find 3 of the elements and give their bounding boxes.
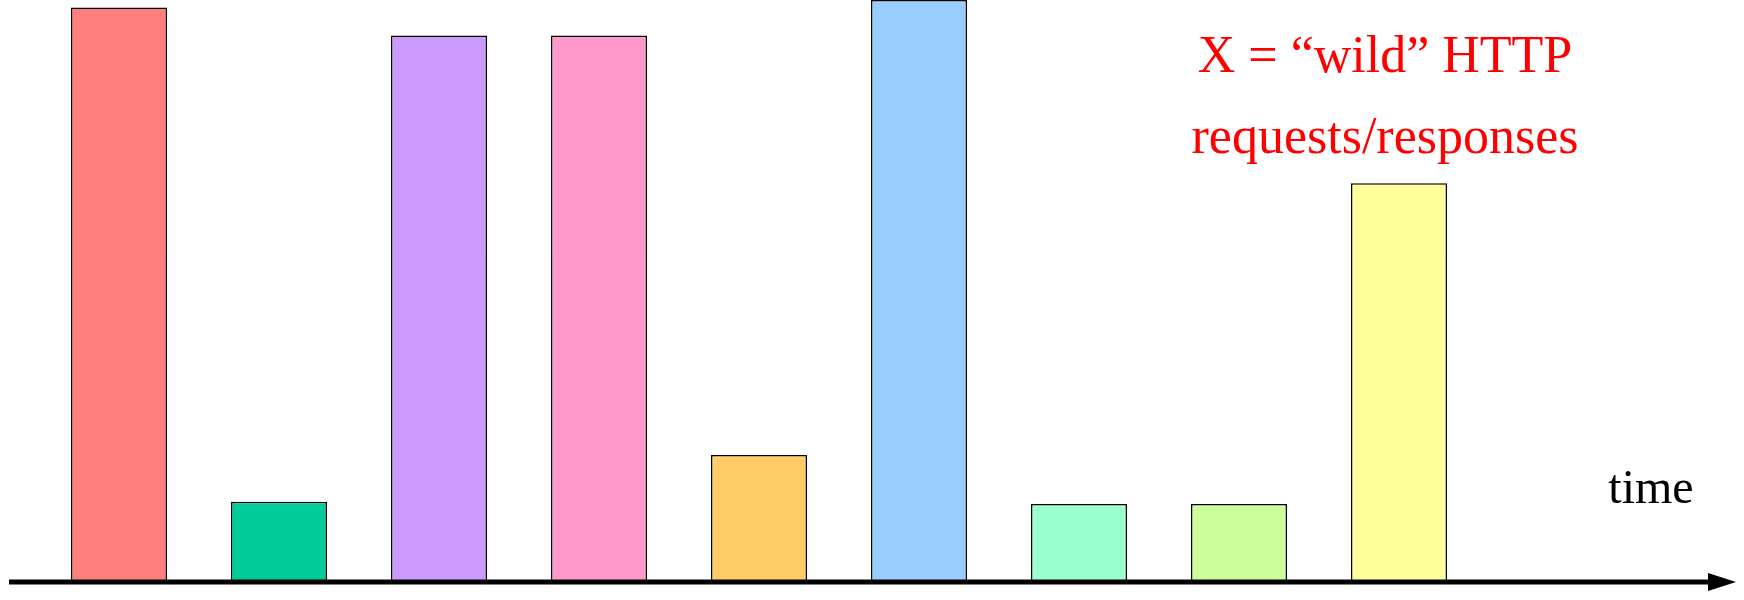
annotation: X = “wild” HTTP bbox=[1197, 25, 1573, 83]
x-axis-title: time bbox=[1608, 459, 1694, 513]
annotation: requests/responses bbox=[1191, 106, 1579, 164]
